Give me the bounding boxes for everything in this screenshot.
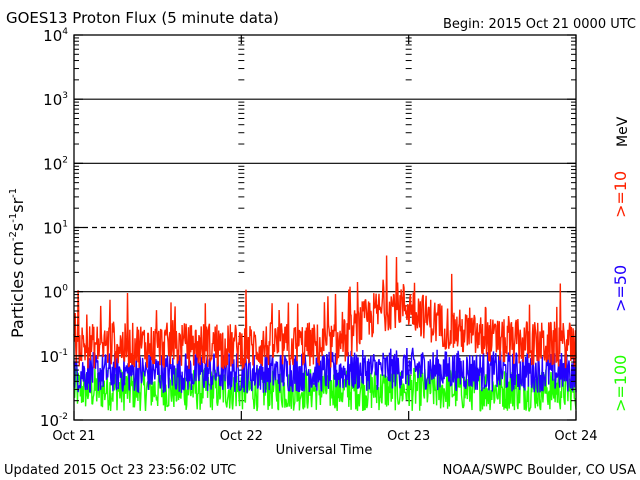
x-tick-label: Oct 22 xyxy=(220,429,263,444)
y-tick-label: 100 xyxy=(43,284,68,302)
y-axis-label-sr: sr xyxy=(8,197,27,212)
y-axis-label-exp3: -1 xyxy=(8,188,19,198)
y-tick-label: 101 xyxy=(43,220,68,238)
legend: MeV >=10 >=50 >=100 xyxy=(611,116,631,412)
y-tick-label: 102 xyxy=(43,155,68,173)
y-tick-label: 10-1 xyxy=(40,348,68,366)
y-axis-label-main: Particles cm xyxy=(8,241,27,338)
x-tick-label: Oct 23 xyxy=(387,429,430,444)
legend-ge50: >=50 xyxy=(611,265,630,312)
y-tick-label: 104 xyxy=(43,27,68,45)
data-series xyxy=(73,255,577,412)
y-axis-label-exp2: -1 xyxy=(8,213,19,223)
x-tick-label: Oct 24 xyxy=(554,429,597,444)
legend-ge100: >=100 xyxy=(611,355,630,412)
series-line-50 xyxy=(73,347,577,393)
plot-border xyxy=(73,34,577,421)
y-tick-label: 10-2 xyxy=(40,412,68,430)
x-tick-label: Oct 21 xyxy=(52,429,95,444)
y-tick-labels: 10-2 10-1 100 101 102 103 104 xyxy=(40,27,68,430)
plot-frame xyxy=(73,34,577,421)
series-line-10 xyxy=(73,255,577,370)
x-axis-label: Universal Time xyxy=(276,443,373,458)
begin-time: Begin: 2015 Oct 21 0000 UTC xyxy=(443,17,636,32)
grid-lines xyxy=(74,98,576,357)
updated-timestamp: Updated 2015 Oct 23 23:56:02 UTC xyxy=(4,463,236,478)
y-axis-label-exp1: -2 xyxy=(8,231,19,241)
chart-title: GOES13 Proton Flux (5 minute data) xyxy=(6,9,279,27)
svg-text:Particles cm-2s-1sr-1: Particles cm-2s-1sr-1 xyxy=(8,188,27,338)
legend-mev-unit: MeV xyxy=(615,116,631,147)
credit: NOAA/SWPC Boulder, CO USA xyxy=(443,463,636,478)
legend-ge10: >=10 xyxy=(611,171,630,218)
y-tick-label: 103 xyxy=(43,91,68,109)
y-axis-label-s: s xyxy=(8,223,27,231)
y-axis-label: Particles cm-2s-1sr-1 xyxy=(8,188,27,338)
x-tick-labels: Oct 21 Oct 22 Oct 23 Oct 24 xyxy=(52,429,597,444)
